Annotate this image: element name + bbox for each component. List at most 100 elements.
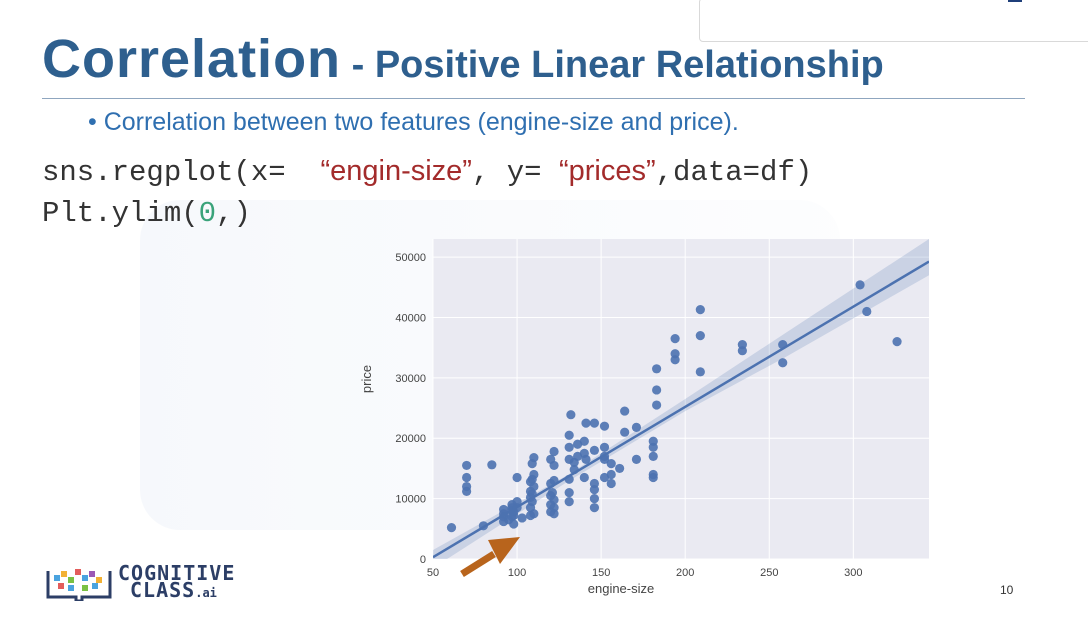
data-point xyxy=(509,519,519,529)
data-point xyxy=(589,445,600,455)
x-axis-label: engine-size xyxy=(588,581,655,596)
page-number: 10 xyxy=(1000,583,1014,597)
y-tick-label: 0 xyxy=(420,554,426,566)
code2-number: 0 xyxy=(198,197,217,230)
code1-part3: ,data=df) xyxy=(655,156,813,189)
data-point xyxy=(462,486,472,496)
data-point xyxy=(737,340,747,350)
scatter-chart: 50 100 150 200 250 300 0 10000 20000 30000 40000 50… xyxy=(359,239,929,596)
code1-string-y: “prices” xyxy=(558,155,656,187)
data-point xyxy=(589,418,600,428)
data-point xyxy=(695,331,705,341)
data-point xyxy=(529,481,539,492)
data-point xyxy=(581,418,591,428)
y-tick-label: 10000 xyxy=(395,494,426,506)
data-point xyxy=(564,430,574,440)
data-point xyxy=(529,452,539,463)
data-point xyxy=(564,442,574,452)
title-sub: Positive Linear Relationship xyxy=(374,44,884,86)
data-point xyxy=(606,478,616,489)
arrow-head xyxy=(488,537,520,564)
data-point xyxy=(606,459,616,469)
x-tick-label: 250 xyxy=(760,567,778,579)
code-line-2: Plt.ylim(0,) xyxy=(42,199,251,228)
data-point xyxy=(670,334,680,344)
logo-line-1: COGNITIVE xyxy=(118,561,236,585)
data-point xyxy=(648,472,658,483)
x-tick-label: 150 xyxy=(592,567,610,579)
code1-string-x: “engin-size” xyxy=(320,155,472,187)
data-point xyxy=(631,422,642,432)
title-main: Correlation xyxy=(42,29,342,89)
data-point xyxy=(549,446,559,457)
data-point xyxy=(648,451,658,461)
data-point xyxy=(652,400,662,410)
y-tick-label: 50000 xyxy=(395,252,426,264)
grid-lines xyxy=(432,239,929,560)
data-point xyxy=(695,367,705,377)
top-frame-box xyxy=(699,0,1088,42)
data-point xyxy=(581,454,591,464)
data-point xyxy=(606,469,616,480)
x-tick-label: 50 xyxy=(427,567,439,579)
data-point xyxy=(648,436,658,446)
tick-labels: 50 100 150 200 250 300 0 10000 20000 30000 40000 50… xyxy=(395,252,862,579)
data-point xyxy=(517,513,527,523)
arrow-shaft xyxy=(460,551,496,577)
data-point xyxy=(446,523,457,533)
bullet-text: Correlation between two features (engine… xyxy=(103,108,739,136)
data-point xyxy=(487,460,497,470)
data-point xyxy=(566,410,576,420)
data-point xyxy=(892,337,902,347)
logo-suffix: .ai xyxy=(195,586,217,600)
y-tick-label: 40000 xyxy=(395,312,426,324)
data-point xyxy=(579,436,589,446)
data-point xyxy=(670,349,680,359)
code2-part2: ,) xyxy=(216,197,251,230)
data-point xyxy=(855,280,865,290)
cognitive-class-logo: COGNITIVE CLASS.ai xyxy=(46,563,236,603)
bullet-dot: • xyxy=(88,108,104,136)
data-point xyxy=(462,472,472,483)
data-point xyxy=(599,442,610,452)
code1-part1: sns.regplot(x= xyxy=(42,156,304,189)
data-point xyxy=(589,503,600,513)
data-point xyxy=(549,503,559,513)
data-point xyxy=(529,469,539,480)
logo-wordmark: COGNITIVE CLASS.ai xyxy=(118,563,235,602)
data-point xyxy=(620,406,630,416)
data-point xyxy=(615,463,625,474)
data-point xyxy=(652,385,662,395)
data-point xyxy=(564,487,574,498)
data-point xyxy=(778,358,788,368)
data-point xyxy=(589,494,600,504)
data-point xyxy=(462,460,472,471)
data-point xyxy=(862,306,872,317)
x-tick-label: 100 xyxy=(508,567,526,579)
top-frame-marker xyxy=(1008,0,1022,2)
pointer-arrow xyxy=(460,537,520,577)
data-point xyxy=(631,454,642,464)
data-point xyxy=(652,364,662,374)
x-tick-label: 200 xyxy=(676,567,694,579)
data-point xyxy=(695,305,705,315)
y-tick-label: 30000 xyxy=(395,373,426,385)
slide-title: Correlation - Positive Linear Relationsh… xyxy=(42,32,884,86)
data-point xyxy=(589,478,600,489)
title-sep: - xyxy=(341,44,375,86)
books-icon xyxy=(46,569,112,601)
code2-part1: Plt.ylim( xyxy=(42,197,199,230)
data-points xyxy=(446,280,902,533)
data-point xyxy=(547,487,557,498)
data-point xyxy=(499,504,509,515)
logo-class: CLASS xyxy=(130,578,196,602)
logo-line-2: CLASS.ai xyxy=(118,580,235,602)
data-point xyxy=(549,460,559,471)
code-line-1: sns.regplot(x= “engin-size”, y= “prices”… xyxy=(42,155,813,189)
data-point xyxy=(512,472,522,483)
data-point xyxy=(599,421,610,431)
y-axis-label: price xyxy=(359,365,374,393)
data-point xyxy=(620,427,630,437)
x-tick-label: 300 xyxy=(844,567,862,579)
data-point xyxy=(579,472,589,483)
